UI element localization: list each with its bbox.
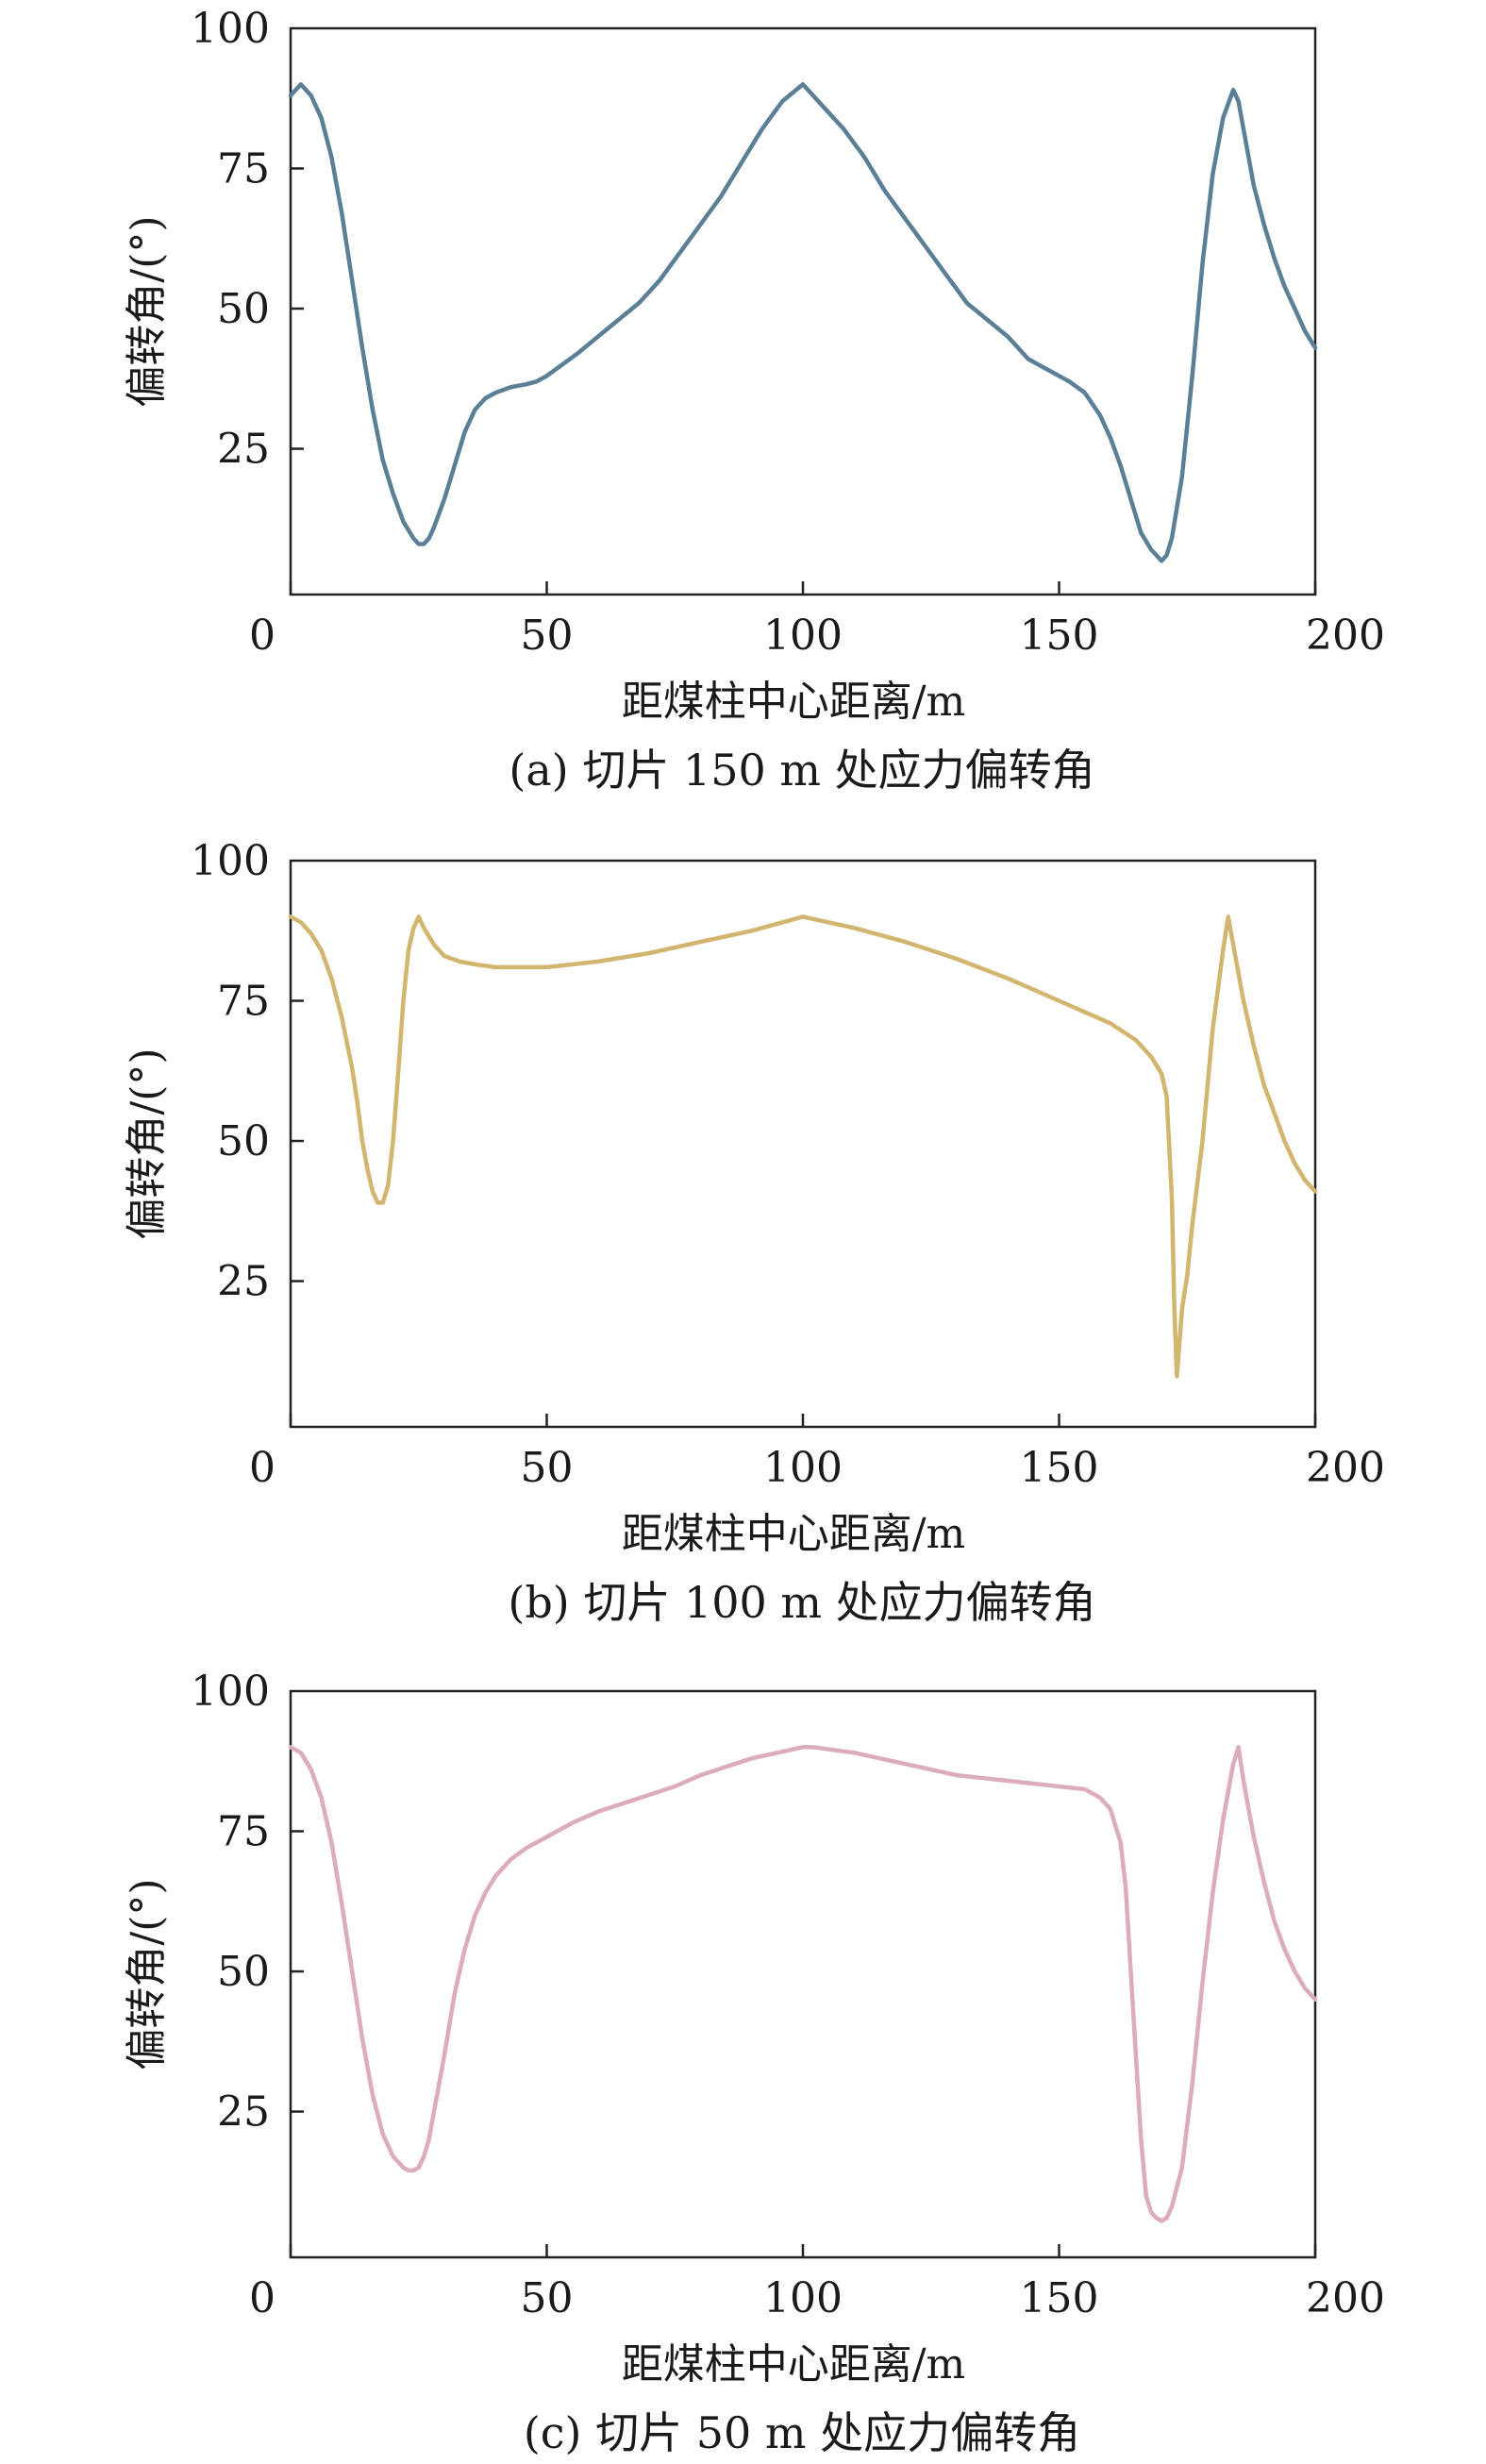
y-axis-label: 偏转角/(°) [123,215,171,407]
series-line [288,82,1318,563]
x-tick-label: 150 [1020,612,1099,660]
x-tick-label: 0 [249,1444,275,1492]
panel-caption: (c) 切片 50 m 处应力偏转角 [524,2407,1080,2458]
chart-panel-c: 0 50 100 150 200 25 50 75 100 距煤柱中心距离/m 偏转角/(°) (c)… [123,1668,1385,2458]
x-tick-label: 50 [521,2274,574,2322]
x-tick-label: 50 [521,1444,574,1492]
y-tick-label: 50 [217,1948,270,1996]
x-tick-label: 150 [1020,2274,1099,2322]
plot-frame [289,859,1317,1429]
x-tick-label: 150 [1020,1444,1099,1492]
chart-panel-b: 0 50 100 150 200 25 50 75 100 距煤柱中心距离/m 偏转角/(°) (b)… [123,837,1385,1628]
x-tick-label: 200 [1306,2274,1385,2322]
y-tick-label: 50 [217,1117,270,1165]
x-axis-label: 距煤柱中心距离/m [622,678,966,726]
x-tick-label: 0 [249,2274,275,2322]
y-tick-label: 75 [217,1808,270,1856]
y-tick-label: 25 [217,426,270,474]
y-tick-label: 25 [217,1258,270,1306]
y-tick-label: 75 [217,978,270,1026]
y-tick-label: 25 [217,2088,270,2137]
y-tick-label: 75 [217,145,270,193]
x-tick-label: 0 [249,612,275,660]
x-tick-label: 100 [763,2274,843,2322]
x-axis-label: 距煤柱中心距离/m [622,2340,966,2389]
x-tick-label: 200 [1306,1444,1385,1492]
x-axis-label: 距煤柱中心距离/m [622,1510,966,1558]
y-tick-label: 100 [191,837,270,885]
y-axis-label: 偏转角/(°) [123,1878,171,2070]
y-tick-label: 100 [191,1668,270,1716]
y-axis-label: 偏转角/(°) [123,1048,171,1239]
x-tick-label: 200 [1306,612,1385,660]
plot-frame [289,1689,1317,2259]
series-line [288,1745,1318,2223]
y-tick-label: 100 [191,5,270,53]
series-line [288,914,1318,1379]
x-tick-label: 100 [763,612,843,660]
panel-caption: (a) 切片 150 m 处应力偏转角 [509,745,1094,796]
y-tick-label: 50 [217,285,270,333]
plot-frame [289,26,1317,596]
x-tick-label: 50 [521,612,574,660]
chart-panel-a: 0 50 100 150 200 25 50 75 100 距煤柱中心距离/m 偏转角/(°) (a)… [123,5,1385,796]
x-tick-label: 100 [763,1444,843,1492]
panel-caption: (b) 切片 100 m 处应力偏转角 [508,1577,1095,1628]
